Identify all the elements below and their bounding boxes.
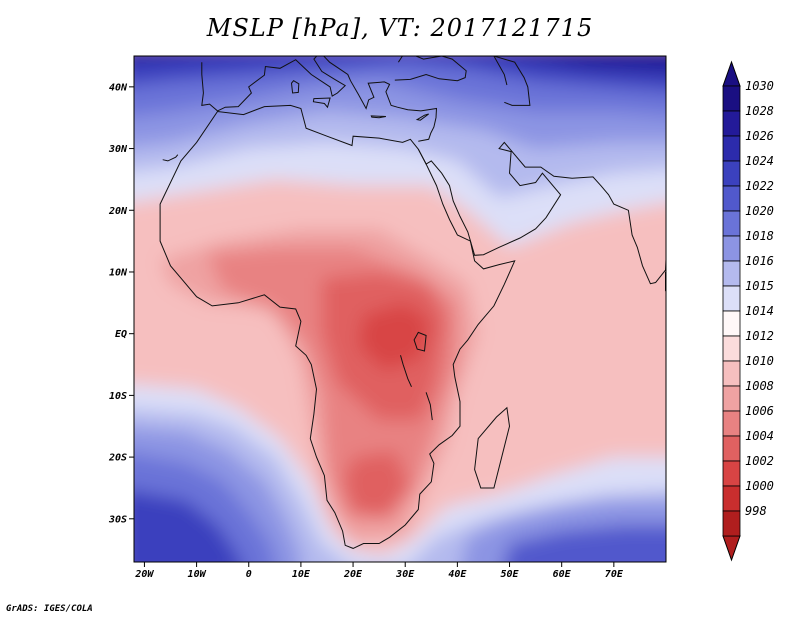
chart-title: MSLP [hPa], VT: 2017121715	[206, 14, 594, 42]
x-axis: 20W 10W 0 10E 20E 30E 40E 50E 60E 70E	[134, 562, 624, 580]
coast-mediterranean-north	[201, 56, 438, 142]
field-lakes-1004	[358, 302, 432, 371]
coast-cyprus	[415, 113, 429, 121]
colorbar-swatch	[722, 135, 741, 162]
colorbar: 1030 1028 1026 1024 1022 1020 1018 1016 1015 1014…	[722, 60, 774, 562]
coast-black-sea	[394, 56, 467, 82]
x-tick-label: 0	[246, 569, 252, 580]
colorbar-label: 1002	[745, 454, 774, 468]
colorbar-swatch	[722, 285, 741, 312]
coast-crete	[370, 115, 386, 119]
colorbar-label: 1020	[745, 204, 774, 218]
coast-asia	[417, 141, 666, 285]
x-tick-label: 30E	[395, 569, 415, 580]
colorbar-label: 1026	[745, 129, 774, 143]
colorbar-top-arrow	[722, 60, 741, 87]
colorbar-label: 1030	[745, 79, 774, 93]
colorbar-label: 1014	[745, 304, 774, 318]
colorbar-swatch	[722, 385, 741, 412]
coast-lake-malawi	[425, 392, 433, 421]
grads-credit: GrADS: IGES/COLA	[6, 604, 93, 614]
coast-madagascar	[474, 406, 511, 489]
coast-sicily	[312, 97, 331, 109]
coast-canary	[162, 154, 179, 162]
field-north-1024	[134, 56, 666, 91]
coast-lake-victoria	[413, 331, 427, 352]
colorbar-label: 1015	[745, 279, 774, 293]
colorbar-swatch	[722, 360, 741, 387]
coastlines	[159, 56, 666, 549]
colorbar-label: 1004	[745, 429, 774, 443]
field-south-west-1024	[134, 490, 241, 562]
plot-frame	[133, 55, 667, 563]
colorbar-label: 1018	[745, 229, 774, 243]
colorbar-bottom-arrow	[722, 535, 741, 562]
colorbar-label: 1000	[745, 479, 774, 493]
x-tick-label: 60E	[553, 569, 572, 580]
y-tick-label: 20N	[108, 206, 128, 217]
y-tick-label: 30S	[108, 514, 127, 525]
colorbar-swatch	[722, 260, 741, 287]
coast-lake-tanganyika	[400, 355, 412, 388]
y-tick-label: 20S	[108, 453, 127, 464]
coast-srilanka	[665, 271, 666, 293]
y-tick-label: EQ	[115, 329, 127, 340]
colorbar-swatch	[722, 185, 741, 212]
colorbar-label: 1010	[745, 354, 774, 368]
coast-caspian	[493, 56, 531, 106]
colorbar-swatch	[722, 485, 741, 512]
colorbar-label: 1022	[745, 179, 774, 193]
x-tick-label: 20E	[343, 569, 363, 580]
field-north-1028	[134, 56, 666, 73]
colorbar-swatch	[722, 85, 741, 112]
field-kalahari-1006	[342, 450, 411, 519]
colorbar-swatch	[722, 310, 741, 337]
colorbar-swatch	[722, 210, 741, 237]
x-tick-label: 70E	[605, 569, 624, 580]
y-tick-label: 10S	[109, 391, 127, 402]
x-tick-label: 10W	[188, 569, 207, 580]
colorbar-swatch	[722, 510, 741, 537]
x-tick-label: 20W	[134, 569, 154, 580]
x-tick-label: 40E	[448, 569, 467, 580]
colorbar-label: 1016	[745, 254, 774, 268]
y-tick-label: 10N	[109, 267, 128, 278]
colorbar-swatch	[722, 410, 741, 437]
colorbar-label: 1012	[745, 329, 774, 343]
colorbar-label: 1028	[745, 104, 774, 118]
colorbar-swatch	[722, 435, 741, 462]
colorbar-label: 1006	[745, 404, 774, 418]
x-tick-label: 10E	[292, 569, 311, 580]
pressure-field	[134, 56, 666, 562]
colorbar-swatch	[722, 335, 741, 362]
y-tick-label: 40N	[109, 82, 128, 93]
y-axis: 40N 30N 20N 10N EQ 10S 20S 30S	[108, 82, 134, 525]
coast-sardinia	[290, 80, 300, 94]
colorbar-label: 998	[745, 504, 767, 518]
colorbar-swatch	[722, 460, 741, 487]
colorbar-swatch	[722, 160, 741, 187]
colorbar-swatch	[722, 235, 741, 262]
colorbar-label: 1024	[745, 154, 774, 168]
x-tick-label: 50E	[500, 569, 519, 580]
field-south-east-1022	[504, 524, 666, 562]
colorbar-label: 1008	[745, 379, 774, 393]
y-tick-label: 30N	[108, 144, 128, 155]
colorbar-swatch	[722, 110, 741, 137]
coast-africa	[159, 104, 516, 549]
